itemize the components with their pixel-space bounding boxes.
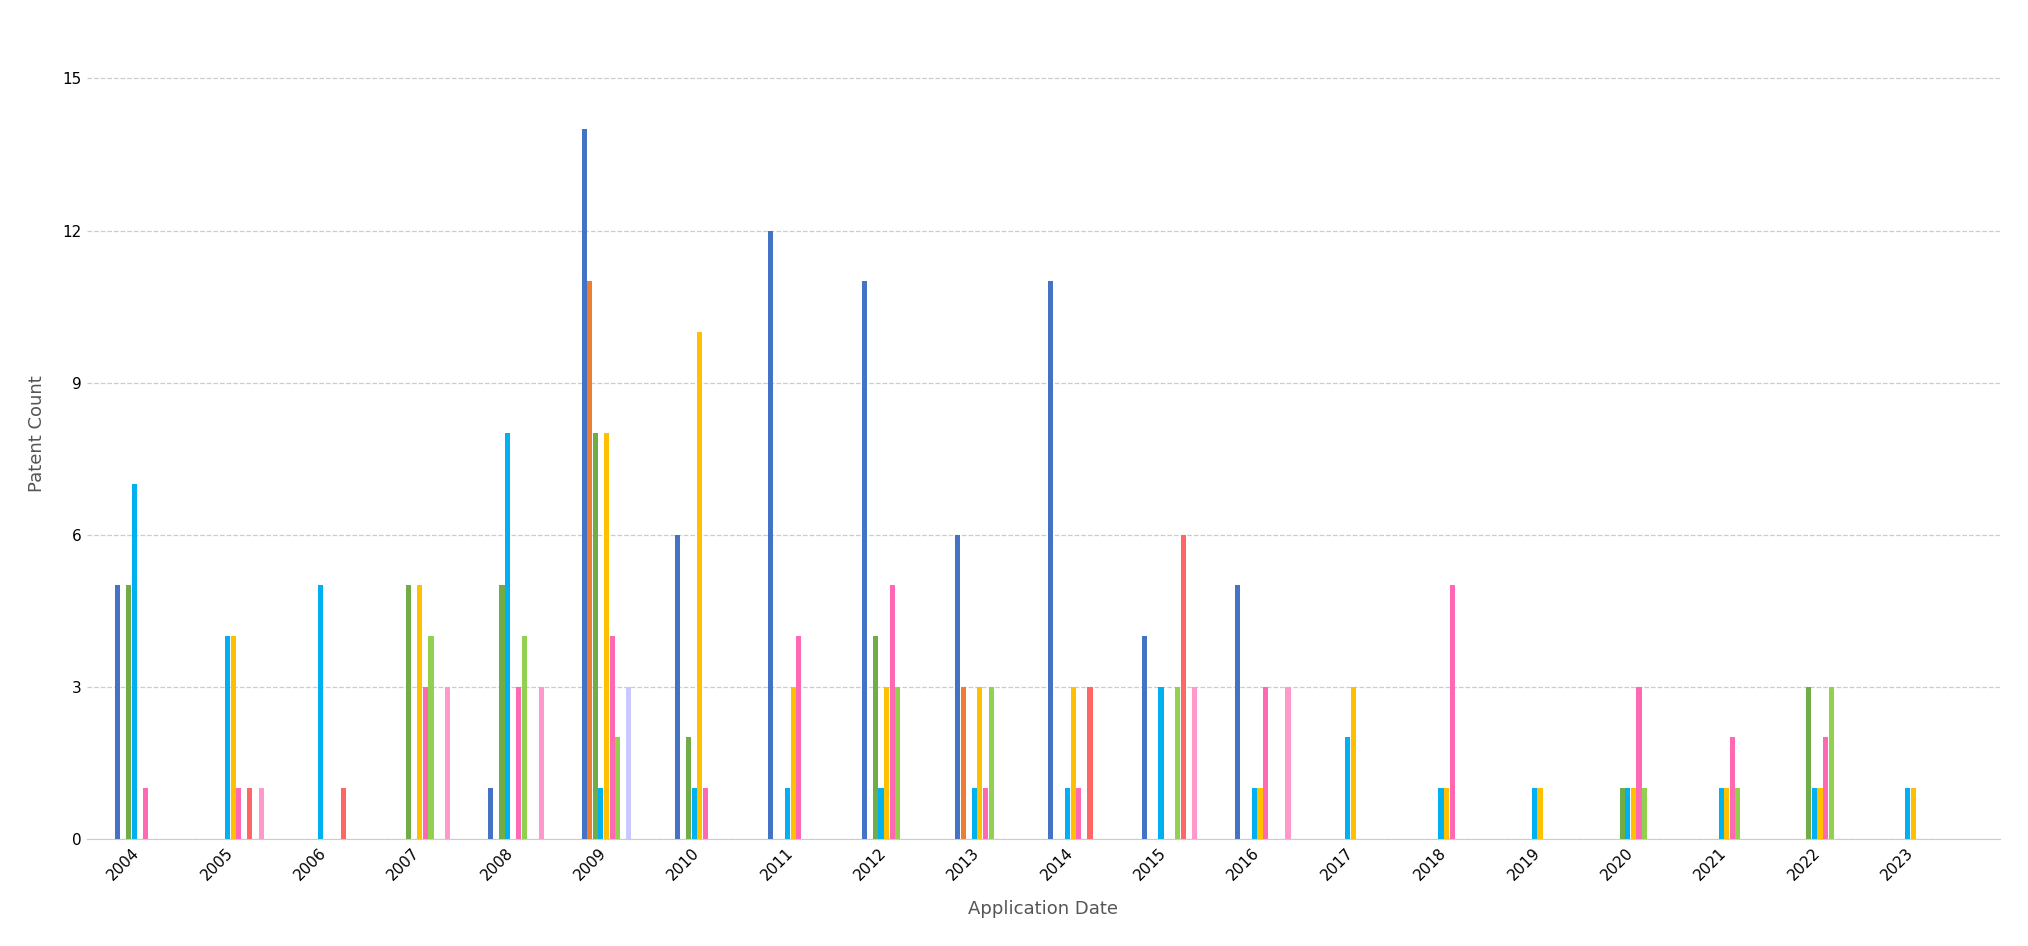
Bar <box>424 687 428 839</box>
Bar <box>142 788 148 839</box>
Bar <box>132 484 136 839</box>
Bar <box>797 636 801 839</box>
Bar <box>1450 586 1454 839</box>
Bar <box>698 332 702 839</box>
Bar <box>1438 788 1444 839</box>
Bar <box>1637 687 1641 839</box>
Bar <box>1631 788 1637 839</box>
Bar <box>1624 788 1631 839</box>
Bar <box>872 636 878 839</box>
Bar <box>610 636 614 839</box>
Bar <box>1829 687 1833 839</box>
Bar <box>884 687 888 839</box>
Bar <box>1904 788 1910 839</box>
Bar <box>878 788 884 839</box>
Bar <box>539 687 544 839</box>
Bar <box>1251 788 1257 839</box>
Bar <box>1192 687 1197 839</box>
Bar <box>116 586 120 839</box>
Bar <box>1180 534 1186 839</box>
Bar <box>489 788 493 839</box>
Bar <box>1910 788 1916 839</box>
Bar <box>231 636 235 839</box>
Bar <box>592 433 598 839</box>
Bar <box>517 687 521 839</box>
Bar <box>988 687 994 839</box>
Bar <box>258 788 264 839</box>
Bar <box>971 788 977 839</box>
Bar <box>446 687 450 839</box>
Bar <box>1286 687 1290 839</box>
Bar <box>505 433 511 839</box>
Bar <box>685 737 692 839</box>
Bar <box>890 586 894 839</box>
Bar <box>1718 788 1724 839</box>
Bar <box>499 586 505 839</box>
Bar <box>961 687 965 839</box>
Bar <box>769 231 773 839</box>
Bar <box>984 788 988 839</box>
Bar <box>1736 788 1740 839</box>
Bar <box>582 130 586 839</box>
Bar <box>1087 687 1093 839</box>
Bar <box>1158 687 1164 839</box>
Bar <box>341 788 347 839</box>
Bar <box>1643 788 1647 839</box>
Bar <box>785 788 791 839</box>
Bar <box>1345 737 1351 839</box>
Bar <box>977 687 982 839</box>
Bar <box>1071 687 1075 839</box>
Bar <box>1811 788 1817 839</box>
Bar <box>1444 788 1450 839</box>
Bar <box>1142 636 1146 839</box>
Bar <box>675 534 679 839</box>
Bar <box>1724 788 1730 839</box>
Bar <box>604 433 608 839</box>
Y-axis label: Patent Count: Patent Count <box>28 375 47 492</box>
Bar <box>126 586 132 839</box>
Bar <box>692 788 698 839</box>
Bar <box>1263 687 1268 839</box>
Bar <box>1065 788 1071 839</box>
Bar <box>1235 586 1241 839</box>
Bar <box>862 281 866 839</box>
Bar <box>521 636 527 839</box>
Bar <box>627 687 631 839</box>
Bar <box>318 586 322 839</box>
Bar <box>1176 687 1180 839</box>
Bar <box>588 281 592 839</box>
Bar <box>225 636 229 839</box>
Bar <box>247 788 254 839</box>
Bar <box>1351 687 1357 839</box>
Bar <box>1807 687 1811 839</box>
Bar <box>614 737 621 839</box>
Bar <box>1531 788 1537 839</box>
Bar <box>791 687 795 839</box>
Bar <box>1817 788 1823 839</box>
Bar <box>1048 281 1053 839</box>
Bar <box>428 636 434 839</box>
Bar <box>1730 737 1734 839</box>
Bar <box>704 788 708 839</box>
Bar <box>1257 788 1263 839</box>
Bar <box>406 586 412 839</box>
X-axis label: Application Date: Application Date <box>969 901 1117 919</box>
Bar <box>955 534 959 839</box>
Bar <box>894 687 900 839</box>
Bar <box>1537 788 1543 839</box>
Bar <box>1620 788 1624 839</box>
Bar <box>1077 788 1081 839</box>
Bar <box>598 788 604 839</box>
Bar <box>1823 737 1827 839</box>
Bar <box>235 788 241 839</box>
Bar <box>418 586 422 839</box>
